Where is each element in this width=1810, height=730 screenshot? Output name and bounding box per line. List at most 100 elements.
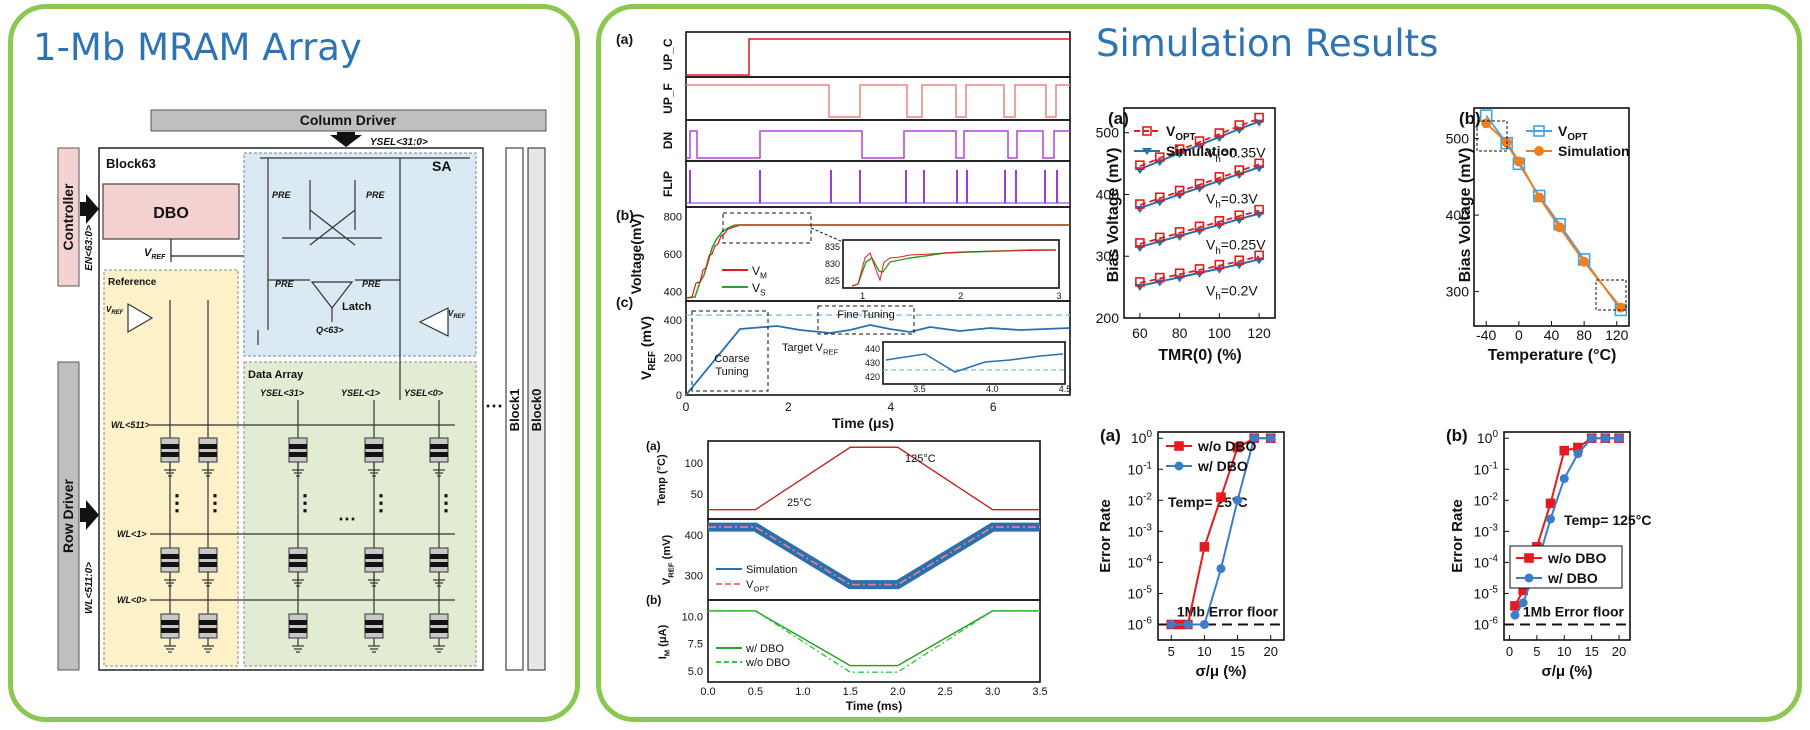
vref-tick: 200 [664, 352, 682, 364]
legend-wdbo-label: w/ DBO [745, 643, 784, 655]
panel-label-c: (c) [616, 294, 633, 310]
panel-label-b: (b) [616, 207, 634, 223]
row-driver-bar [57, 361, 80, 671]
column-driver-arrow [330, 132, 362, 147]
sa-vref-label: VREF [448, 309, 466, 320]
bias-temp-xtick: 120 [1605, 327, 1629, 343]
square-marker [1510, 601, 1520, 611]
error-125c-ytick: 10-6 [1474, 615, 1499, 632]
simulation-results-title: Simulation Results [1096, 22, 1439, 65]
voltage-ylabel: Voltage(mV) [628, 214, 644, 295]
time-tick: 4 [887, 400, 894, 414]
square-marker [1174, 268, 1185, 279]
square-marker [1214, 259, 1225, 270]
square-marker [1559, 445, 1570, 456]
im-ylabel: IM (μA) [657, 624, 671, 659]
inset2-ytick: 440 [865, 344, 880, 354]
error-25c-panel: (a) [1100, 426, 1121, 445]
inset2-trace [885, 353, 1064, 373]
bias-temp-xtick: -40 [1476, 327, 1496, 343]
circle-marker [1524, 573, 1534, 583]
data-array-label: Data Array [248, 369, 304, 381]
error-25c-xtick: 5 [1168, 644, 1175, 659]
circle-marker [1573, 449, 1583, 459]
dbo-label: DBO [153, 205, 189, 222]
time-ms-tick: 0.0 [700, 686, 715, 698]
voltage-tick: 800 [664, 211, 682, 223]
error-25c-ytick: 10-3 [1128, 522, 1153, 539]
square-marker [1194, 221, 1205, 232]
temp-tick: 100 [685, 458, 703, 470]
legend-sim-label: Simulation [1558, 143, 1630, 159]
column-driver-label: Column Driver [300, 112, 397, 128]
row-driver-arrow [80, 500, 99, 530]
bias-temp-xtick: 80 [1576, 327, 1592, 343]
circle-marker [1600, 433, 1610, 443]
vopt-line [1139, 209, 1260, 245]
inset1-vm [851, 249, 1057, 287]
square-marker [1545, 498, 1556, 509]
circle-marker [1518, 598, 1528, 608]
square-marker [1254, 158, 1264, 169]
signal-label: FLIP [661, 171, 675, 197]
temp-panel-a: (a) [646, 439, 661, 453]
inset2-ytick: 420 [865, 372, 880, 382]
mtj-cells [160, 437, 449, 653]
bias-tmr-xtick: 120 [1247, 325, 1271, 341]
square-marker [1174, 144, 1185, 154]
error-125c-legend-wdbo: w/ DBO [1547, 570, 1598, 586]
inset2-xtick: 4.5 [1059, 384, 1072, 394]
mtj-cell [288, 613, 308, 653]
error-25c-ytick: 10-1 [1128, 460, 1153, 477]
bias-tmr-ytick: 300 [1096, 248, 1120, 264]
mtj-cell [429, 547, 449, 587]
square-marker [1214, 172, 1225, 182]
pre-label-4: PRE [362, 279, 382, 289]
square-marker [1174, 185, 1185, 196]
zoom-box [722, 212, 812, 244]
latch-label: Latch [342, 301, 372, 313]
signal-frame-flip [685, 160, 1071, 208]
square-marker [1214, 128, 1225, 138]
legend-wodbo-label: w/o DBO [745, 657, 790, 669]
error-125c-ytick: 10-3 [1474, 522, 1499, 539]
dots-horizontal: ⋯ [338, 509, 356, 529]
tuning-label: Tuning [715, 366, 748, 378]
voltage-tick: 400 [664, 287, 682, 299]
error-125c-xlabel: σ/μ (%) [1541, 663, 1592, 680]
legend-vopt-label: VOPT [1166, 123, 1195, 143]
error-125c-xtick: 15 [1584, 644, 1598, 659]
bias-tmr-ytick: 400 [1096, 186, 1120, 202]
row-driver-label: Row Driver [60, 478, 76, 552]
controller-label: Controller [60, 183, 76, 250]
up-f-trace [686, 84, 1070, 118]
square-marker [1234, 255, 1245, 266]
bias-temp-xlabel: Temperature (°C) [1488, 347, 1617, 364]
mtj-cell [364, 437, 384, 477]
bias-temp-ylabel: Bias Voltage (mV) [1457, 148, 1474, 283]
square-marker [1135, 199, 1145, 209]
circle-marker [1534, 192, 1545, 203]
error-125c-floor-label: 1Mb Error floor [1523, 603, 1625, 619]
sa-circuit [257, 157, 470, 345]
mtj-cell [160, 613, 180, 653]
temp-tick: 50 [691, 489, 703, 501]
square-marker [1199, 542, 1210, 552]
time-tick: 2 [785, 400, 792, 414]
mtj-cell [429, 613, 449, 653]
circle-marker [1615, 302, 1626, 313]
dn-trace [686, 130, 1070, 159]
triangle-marker [1142, 148, 1152, 155]
q-out-label: Q<63> [316, 325, 344, 335]
temp-125-label: 125°C [905, 453, 936, 465]
square-marker [1232, 442, 1243, 453]
highlight-box-left [1476, 120, 1508, 152]
bias-temp-ytick: 400 [1446, 207, 1470, 223]
error-25c-xlabel: σ/μ (%) [1195, 663, 1246, 680]
dots-vertical-2: ⋮ [204, 490, 226, 515]
inset2-xtick: 4.0 [986, 384, 999, 394]
error-25c-ytick: 10-6 [1128, 615, 1153, 632]
ysel1-label: YSEL<1> [341, 388, 381, 398]
im-wdbo-trace [708, 610, 1040, 667]
